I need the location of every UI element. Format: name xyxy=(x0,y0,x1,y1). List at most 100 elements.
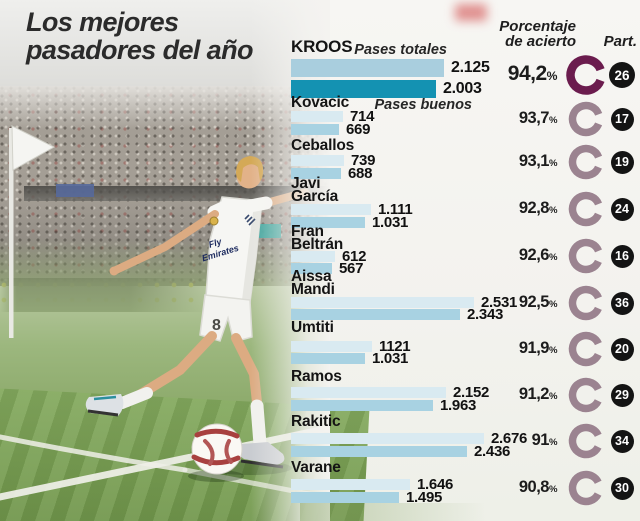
value-pases-buenos: 1.963 xyxy=(440,397,477,414)
bar-pases-buenos xyxy=(291,80,436,98)
player-figure: Fly Emirates 8 xyxy=(85,156,310,469)
bar-pases-totales xyxy=(291,59,444,77)
value-pases-buenos: 2.343 xyxy=(467,306,504,323)
football-icon xyxy=(191,423,243,475)
player-name: KROOS xyxy=(291,37,353,56)
bar-pases-buenos xyxy=(291,124,339,135)
participation-badge: 34 xyxy=(610,429,634,453)
accuracy-ring xyxy=(568,423,604,459)
percent-acierto: 92,6% xyxy=(518,245,558,264)
header-porcentaje-line2: de acierto xyxy=(505,33,576,50)
player-name: Fran Beltrán xyxy=(291,223,344,253)
accuracy-ring xyxy=(568,377,604,413)
value-pases-totales: 2.676 xyxy=(491,430,528,447)
percent-acierto: 91% xyxy=(531,430,558,449)
participation-badge: 20 xyxy=(610,337,634,361)
accuracy-ring xyxy=(568,285,604,321)
value-pases-totales: 2.531 xyxy=(481,294,518,311)
stadium-photo: Fly Emirates 8 xyxy=(0,0,370,521)
bar-pases-buenos xyxy=(291,492,399,503)
percent-acierto: 93,7% xyxy=(518,108,558,127)
player-illustration: Fly Emirates 8 xyxy=(0,125,330,501)
value-pases-totales: 1121 xyxy=(379,338,411,355)
bar-pases-totales xyxy=(291,479,410,490)
percent-acierto: 91,2% xyxy=(518,384,558,403)
accuracy-ring xyxy=(568,470,604,506)
value-pases-totales: 714 xyxy=(350,108,375,125)
participation-badge: 29 xyxy=(610,383,634,407)
percent-sign: % xyxy=(546,68,558,83)
bar-pases-buenos xyxy=(291,446,467,457)
participation-badge: 36 xyxy=(610,291,634,315)
accuracy-ring xyxy=(566,55,606,95)
grass-fade-strip xyxy=(300,503,640,521)
participation-badge: 26 xyxy=(609,62,635,88)
player-name: Umtiti xyxy=(291,319,334,336)
percent-sign: % xyxy=(548,390,558,402)
bar-pases-buenos xyxy=(291,353,365,364)
player-name: Rakitic xyxy=(291,413,341,430)
value-pases-totales: 1.646 xyxy=(417,476,454,493)
bar-pases-buenos xyxy=(291,168,341,179)
accuracy-ring xyxy=(568,331,604,367)
percent-sign: % xyxy=(548,436,558,448)
bar-pases-buenos xyxy=(291,309,460,320)
bar-pases-buenos xyxy=(291,217,365,228)
value-pases-buenos: 1.495 xyxy=(406,489,443,506)
bar-pases-totales xyxy=(291,251,335,262)
percent-acierto: 92,8% xyxy=(518,198,558,217)
player-name: Aissa Mandi xyxy=(291,268,335,298)
value-pases-buenos: 2.003 xyxy=(443,80,482,97)
title-line1: Los mejores xyxy=(26,7,179,37)
percent-sign: % xyxy=(548,298,558,310)
bar-pases-totales xyxy=(291,111,343,122)
header-porcentaje-line1: Porcentaje xyxy=(499,18,576,35)
participation-badge: 24 xyxy=(610,197,634,221)
participation-badge: 19 xyxy=(610,150,634,174)
percent-acierto: 93,1% xyxy=(518,151,558,170)
percent-sign: % xyxy=(548,114,558,126)
header-part: Part. xyxy=(603,33,637,50)
page-title: Los mejores pasadores del año xyxy=(26,8,253,64)
value-pases-totales: 2.125 xyxy=(451,59,490,76)
value-pases-buenos: 2.436 xyxy=(474,443,511,460)
value-pases-totales: 612 xyxy=(342,248,367,265)
player-name: Javi García xyxy=(291,175,339,205)
participation-badge: 16 xyxy=(610,244,634,268)
legend-pases-totales: Pases totales xyxy=(354,42,447,58)
percent-sign: % xyxy=(548,157,558,169)
percent-acierto: 91,9% xyxy=(518,338,558,357)
percent-sign: % xyxy=(548,344,558,356)
percent-acierto: 94,2% xyxy=(507,61,558,85)
participation-badge: 30 xyxy=(610,476,634,500)
bar-pases-buenos xyxy=(291,263,332,274)
photo-red-sign xyxy=(455,4,487,21)
title-line2: pasadores del año xyxy=(26,35,253,65)
accuracy-ring xyxy=(568,101,604,137)
player-name: Ramos xyxy=(291,368,342,385)
value-pases-buenos: 567 xyxy=(339,260,364,277)
legend-pases-buenos: Pases buenos xyxy=(374,97,472,113)
value-pases-buenos: 688 xyxy=(348,165,373,182)
value-pases-buenos: 1.031 xyxy=(372,350,409,367)
participation-badge: 17 xyxy=(610,107,634,131)
player-name: Kovacic xyxy=(291,94,350,111)
accuracy-ring xyxy=(568,191,604,227)
value-pases-buenos: 1.031 xyxy=(372,214,409,231)
bar-pases-totales xyxy=(291,433,484,444)
percent-acierto: 92,5% xyxy=(518,292,558,311)
club-crest-icon xyxy=(209,216,219,226)
percent-sign: % xyxy=(548,204,558,216)
player-name: Ceballos xyxy=(291,137,355,154)
percent-acierto: 90,8% xyxy=(518,477,558,496)
percent-sign: % xyxy=(548,483,558,495)
value-pases-totales: 2.152 xyxy=(453,384,490,401)
bar-pases-buenos xyxy=(291,400,433,411)
accuracy-ring xyxy=(568,144,604,180)
accuracy-ring xyxy=(568,238,604,274)
bar-pases-totales xyxy=(291,155,344,166)
corner-flag-icon xyxy=(9,125,56,338)
bar-pases-totales xyxy=(291,204,371,215)
bar-pases-totales xyxy=(291,341,372,352)
